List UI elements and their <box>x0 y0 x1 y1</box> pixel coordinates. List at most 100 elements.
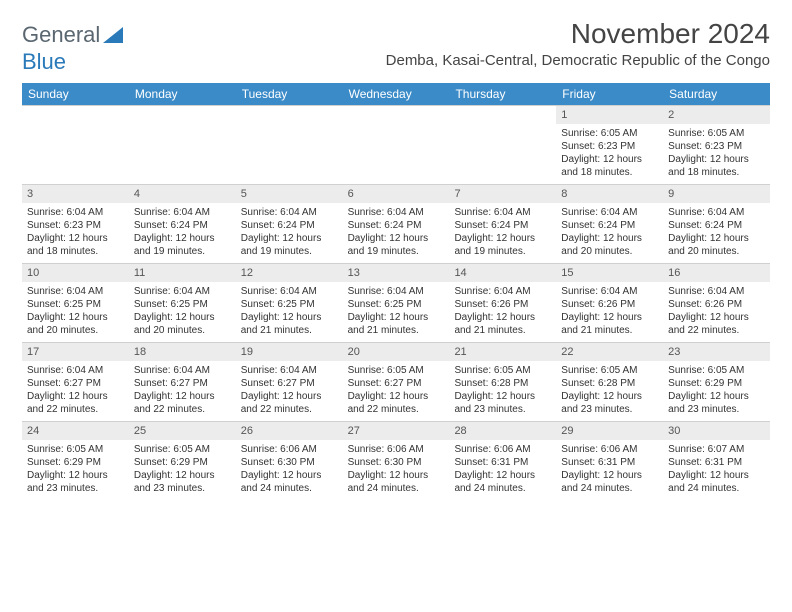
day-sunrise: Sunrise: 6:04 AM <box>241 206 338 219</box>
day-cell: 26Sunrise: 6:06 AMSunset: 6:30 PMDayligh… <box>236 422 343 500</box>
day-sunset: Sunset: 6:24 PM <box>241 219 338 232</box>
day-sunset: Sunset: 6:24 PM <box>348 219 445 232</box>
day-body: Sunrise: 6:05 AMSunset: 6:23 PMDaylight:… <box>663 124 770 183</box>
day-number: 10 <box>22 264 129 282</box>
day-sunset: Sunset: 6:27 PM <box>27 377 124 390</box>
day-daylight2: and 24 minutes. <box>561 482 658 495</box>
day-sunrise: Sunrise: 6:05 AM <box>134 443 231 456</box>
day-daylight1: Daylight: 12 hours <box>134 232 231 245</box>
day-daylight2: and 21 minutes. <box>348 324 445 337</box>
day-cell: 8Sunrise: 6:04 AMSunset: 6:24 PMDaylight… <box>556 185 663 263</box>
week-row: 24Sunrise: 6:05 AMSunset: 6:29 PMDayligh… <box>22 421 770 500</box>
day-daylight1: Daylight: 12 hours <box>454 311 551 324</box>
day-body: Sunrise: 6:06 AMSunset: 6:30 PMDaylight:… <box>236 440 343 499</box>
day-number: 25 <box>129 422 236 440</box>
day-sunset: Sunset: 6:23 PM <box>668 140 765 153</box>
day-sunrise: Sunrise: 6:04 AM <box>668 285 765 298</box>
day-header: Monday <box>129 83 236 105</box>
day-cell: 7Sunrise: 6:04 AMSunset: 6:24 PMDaylight… <box>449 185 556 263</box>
day-daylight2: and 22 minutes. <box>241 403 338 416</box>
logo: General <box>22 22 123 48</box>
day-sunrise: Sunrise: 6:04 AM <box>134 285 231 298</box>
day-daylight2: and 24 minutes. <box>668 482 765 495</box>
day-sunrise: Sunrise: 6:05 AM <box>561 127 658 140</box>
day-daylight2: and 19 minutes. <box>241 245 338 258</box>
day-sunset: Sunset: 6:26 PM <box>454 298 551 311</box>
day-header: Friday <box>556 83 663 105</box>
day-number: 4 <box>129 185 236 203</box>
day-cell: 21Sunrise: 6:05 AMSunset: 6:28 PMDayligh… <box>449 343 556 421</box>
day-sunset: Sunset: 6:30 PM <box>348 456 445 469</box>
day-daylight1: Daylight: 12 hours <box>561 311 658 324</box>
day-cell: 3Sunrise: 6:04 AMSunset: 6:23 PMDaylight… <box>22 185 129 263</box>
day-number: 1 <box>556 106 663 124</box>
day-header: Wednesday <box>343 83 450 105</box>
day-number <box>236 106 343 124</box>
day-sunset: Sunset: 6:30 PM <box>241 456 338 469</box>
day-body: Sunrise: 6:04 AMSunset: 6:24 PMDaylight:… <box>663 203 770 262</box>
day-daylight1: Daylight: 12 hours <box>27 232 124 245</box>
day-number <box>449 106 556 124</box>
day-sunrise: Sunrise: 6:06 AM <box>454 443 551 456</box>
day-daylight1: Daylight: 12 hours <box>241 311 338 324</box>
day-cell: 20Sunrise: 6:05 AMSunset: 6:27 PMDayligh… <box>343 343 450 421</box>
day-number: 26 <box>236 422 343 440</box>
day-sunset: Sunset: 6:23 PM <box>27 219 124 232</box>
day-sunrise: Sunrise: 6:04 AM <box>134 364 231 377</box>
day-daylight1: Daylight: 12 hours <box>27 469 124 482</box>
day-sunrise: Sunrise: 6:06 AM <box>241 443 338 456</box>
day-daylight1: Daylight: 12 hours <box>668 469 765 482</box>
day-cell: 1Sunrise: 6:05 AMSunset: 6:23 PMDaylight… <box>556 106 663 184</box>
day-daylight2: and 18 minutes. <box>668 166 765 179</box>
week-row: 1Sunrise: 6:05 AMSunset: 6:23 PMDaylight… <box>22 105 770 184</box>
day-cell: 12Sunrise: 6:04 AMSunset: 6:25 PMDayligh… <box>236 264 343 342</box>
day-daylight1: Daylight: 12 hours <box>27 311 124 324</box>
day-header: Thursday <box>449 83 556 105</box>
logo-triangle-icon <box>103 27 123 43</box>
day-sunset: Sunset: 6:25 PM <box>241 298 338 311</box>
day-daylight2: and 23 minutes. <box>454 403 551 416</box>
day-daylight2: and 21 minutes. <box>241 324 338 337</box>
day-daylight2: and 18 minutes. <box>27 245 124 258</box>
day-number: 5 <box>236 185 343 203</box>
day-number: 16 <box>663 264 770 282</box>
day-sunrise: Sunrise: 6:05 AM <box>348 364 445 377</box>
day-sunrise: Sunrise: 6:06 AM <box>348 443 445 456</box>
day-body: Sunrise: 6:04 AMSunset: 6:24 PMDaylight:… <box>556 203 663 262</box>
day-cell: 16Sunrise: 6:04 AMSunset: 6:26 PMDayligh… <box>663 264 770 342</box>
day-header-row: SundayMondayTuesdayWednesdayThursdayFrid… <box>22 83 770 105</box>
day-number: 22 <box>556 343 663 361</box>
day-cell <box>449 106 556 184</box>
day-cell: 27Sunrise: 6:06 AMSunset: 6:30 PMDayligh… <box>343 422 450 500</box>
day-number: 9 <box>663 185 770 203</box>
day-daylight1: Daylight: 12 hours <box>348 390 445 403</box>
day-daylight2: and 20 minutes. <box>27 324 124 337</box>
day-body: Sunrise: 6:06 AMSunset: 6:31 PMDaylight:… <box>449 440 556 499</box>
day-sunrise: Sunrise: 6:04 AM <box>241 285 338 298</box>
day-daylight1: Daylight: 12 hours <box>454 390 551 403</box>
day-body: Sunrise: 6:04 AMSunset: 6:25 PMDaylight:… <box>22 282 129 341</box>
day-cell: 4Sunrise: 6:04 AMSunset: 6:24 PMDaylight… <box>129 185 236 263</box>
day-daylight1: Daylight: 12 hours <box>348 469 445 482</box>
day-cell: 28Sunrise: 6:06 AMSunset: 6:31 PMDayligh… <box>449 422 556 500</box>
day-daylight2: and 24 minutes. <box>348 482 445 495</box>
day-daylight1: Daylight: 12 hours <box>134 311 231 324</box>
day-body: Sunrise: 6:04 AMSunset: 6:25 PMDaylight:… <box>129 282 236 341</box>
day-number: 2 <box>663 106 770 124</box>
day-daylight1: Daylight: 12 hours <box>668 390 765 403</box>
day-sunset: Sunset: 6:29 PM <box>27 456 124 469</box>
day-cell: 14Sunrise: 6:04 AMSunset: 6:26 PMDayligh… <box>449 264 556 342</box>
day-body: Sunrise: 6:05 AMSunset: 6:28 PMDaylight:… <box>556 361 663 420</box>
day-sunset: Sunset: 6:24 PM <box>561 219 658 232</box>
day-sunrise: Sunrise: 6:04 AM <box>454 285 551 298</box>
day-cell: 18Sunrise: 6:04 AMSunset: 6:27 PMDayligh… <box>129 343 236 421</box>
day-daylight1: Daylight: 12 hours <box>241 232 338 245</box>
day-cell: 15Sunrise: 6:04 AMSunset: 6:26 PMDayligh… <box>556 264 663 342</box>
day-daylight1: Daylight: 12 hours <box>241 469 338 482</box>
day-body: Sunrise: 6:05 AMSunset: 6:28 PMDaylight:… <box>449 361 556 420</box>
day-daylight2: and 23 minutes. <box>27 482 124 495</box>
day-daylight2: and 19 minutes. <box>454 245 551 258</box>
day-body: Sunrise: 6:04 AMSunset: 6:24 PMDaylight:… <box>236 203 343 262</box>
day-sunrise: Sunrise: 6:05 AM <box>27 443 124 456</box>
day-daylight2: and 19 minutes. <box>348 245 445 258</box>
